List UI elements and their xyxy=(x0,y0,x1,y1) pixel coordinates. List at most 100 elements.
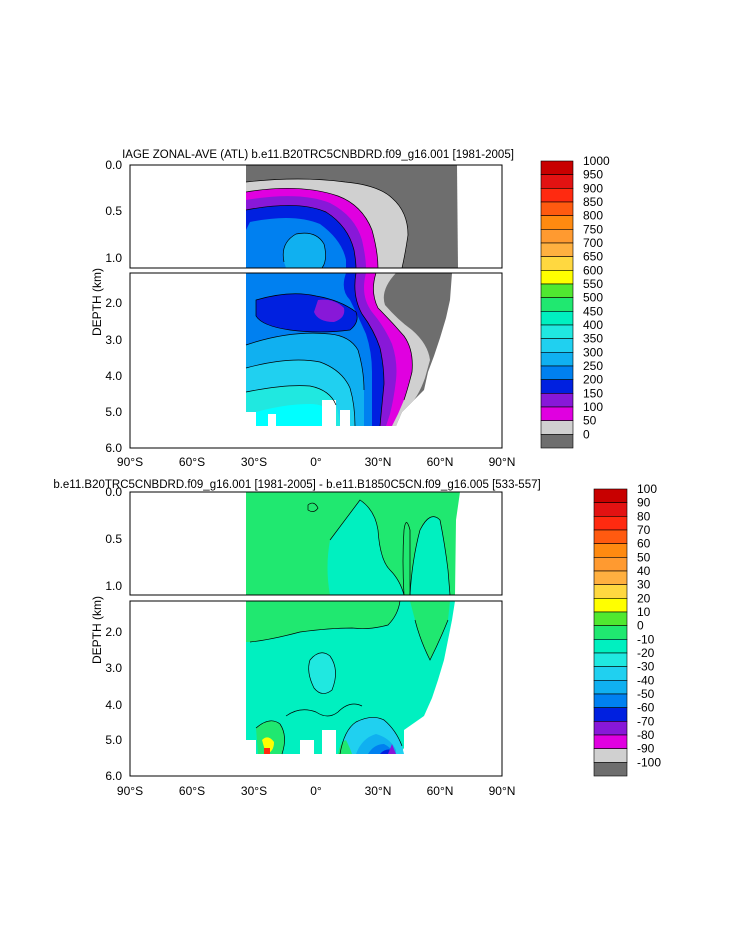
colorbar-swatch xyxy=(593,734,628,749)
colorbar-swatch xyxy=(593,502,628,517)
colorbar-label: 40 xyxy=(637,564,651,578)
colorbar-label: 950 xyxy=(583,168,603,182)
colorbar-swatch xyxy=(593,516,628,531)
chart-2-ytick-7: 6.0 xyxy=(105,769,122,783)
chart-2-xtick-4: 30°N xyxy=(365,784,392,798)
chart-1-ytick-7: 6.0 xyxy=(105,441,122,455)
chart-1-ytick-0: 0.0 xyxy=(105,158,122,172)
chart-1-ytick-4: 3.0 xyxy=(105,333,122,347)
chart-2-ytick-4: 3.0 xyxy=(105,661,122,675)
chart-2-ytick-6: 5.0 xyxy=(105,733,122,747)
colorbar-label: -50 xyxy=(637,687,655,701)
colorbar-label: -100 xyxy=(637,755,661,769)
colorbar-swatch xyxy=(540,229,574,244)
colorbar-label: 900 xyxy=(583,181,603,195)
colorbar-swatch xyxy=(593,639,628,654)
chart-2-ytick-3: 2.0 xyxy=(105,625,122,639)
chart-1-ytick-3: 2.0 xyxy=(105,296,122,310)
colorbar-label: 70 xyxy=(637,523,651,537)
colorbar-label: 500 xyxy=(583,291,603,305)
colorbar-label: 100 xyxy=(583,400,603,414)
chart-1-upper-frame xyxy=(129,164,503,269)
colorbar-swatch xyxy=(540,201,574,216)
chart-2-ylabel: DEPTH (km) xyxy=(90,596,104,664)
colorbar-swatch xyxy=(540,256,574,271)
colorbar-label: 20 xyxy=(637,591,651,605)
colorbar-swatch xyxy=(540,406,574,421)
chart-1-title: IAGE ZONAL-AVE (ATL) b.e11.B20TRC5CNBDRD… xyxy=(122,149,514,161)
colorbar-swatch xyxy=(540,311,574,326)
chart-2-region-m10-0 xyxy=(327,500,404,595)
colorbar-label: -80 xyxy=(637,728,655,742)
chart-1-ytick-6: 5.0 xyxy=(105,405,122,419)
colorbar-label: -70 xyxy=(637,714,655,728)
chart-2-title: b.e11.B20TRC5CNBDRD.f09_g16.001 [1981-20… xyxy=(53,479,540,491)
colorbar-swatch xyxy=(593,611,628,626)
colorbar-swatch xyxy=(540,434,574,449)
colorbar-swatch xyxy=(593,488,628,503)
colorbar-label: 300 xyxy=(583,345,603,359)
colorbar-swatch xyxy=(540,338,574,353)
colorbar-label: -90 xyxy=(637,742,655,756)
chart-1-contours xyxy=(245,178,413,427)
colorbar-label: 450 xyxy=(583,304,603,318)
chart-2-contours xyxy=(249,499,451,755)
colorbar-label: -20 xyxy=(637,646,655,660)
colorbar-label: 50 xyxy=(637,550,651,564)
colorbar-label: 550 xyxy=(583,277,603,291)
chart-2: b.e11.B20TRC5CNBDRD.f09_g16.001 [1981-20… xyxy=(53,479,661,798)
chart-1-ytick-2: 1.0 xyxy=(105,251,122,265)
colorbar-label: 600 xyxy=(583,263,603,277)
chart-2-ytick-2: 1.0 xyxy=(105,579,122,593)
chart-2-ytick-0: 0.0 xyxy=(105,485,122,499)
colorbar-swatch xyxy=(593,762,628,777)
colorbar-label: 850 xyxy=(583,195,603,209)
colorbar-swatch xyxy=(593,625,628,640)
colorbar-label: 30 xyxy=(637,578,651,592)
chart-1-region-300-350 xyxy=(283,233,326,268)
chart-2-xtick-5: 60°N xyxy=(427,784,454,798)
colorbar-label: 1000 xyxy=(583,154,610,168)
colorbar-swatch xyxy=(540,242,574,257)
colorbar-swatch xyxy=(593,598,628,613)
colorbar-label: 100 xyxy=(637,482,657,496)
colorbar-swatch xyxy=(540,160,574,175)
colorbar-label: -30 xyxy=(637,660,655,674)
colorbar-label: 80 xyxy=(637,509,651,523)
colorbar-label: 200 xyxy=(583,373,603,387)
chart-1-colorbar: 1000950900850800750700650600550500450400… xyxy=(540,154,610,449)
colorbar-swatch xyxy=(540,352,574,367)
colorbar-swatch xyxy=(593,529,628,544)
colorbar-swatch xyxy=(593,707,628,722)
colorbar-swatch xyxy=(540,393,574,408)
colorbar-label: 90 xyxy=(637,496,651,510)
colorbar-swatch xyxy=(593,666,628,681)
colorbar-swatch xyxy=(540,420,574,435)
colorbar-label: 60 xyxy=(637,537,651,551)
colorbar-swatch xyxy=(593,570,628,585)
colorbar-label: 50 xyxy=(583,414,597,428)
colorbar-label: 150 xyxy=(583,386,603,400)
colorbar-swatch xyxy=(540,188,574,203)
chart-2-ytick-1: 0.5 xyxy=(105,532,122,546)
colorbar-label: -10 xyxy=(637,632,655,646)
chart-1-xtick-5: 60°N xyxy=(427,455,454,469)
chart-2-region-0-10 xyxy=(246,601,400,642)
colorbar-swatch xyxy=(593,557,628,572)
chart-1-ylabel: DEPTH (km) xyxy=(90,268,104,336)
chart-2-xtick-2: 30°S xyxy=(241,784,267,798)
colorbar-swatch xyxy=(593,680,628,695)
chart-2-ytick-5: 4.0 xyxy=(105,698,122,712)
chart-1-ytick-1: 0.5 xyxy=(105,204,122,218)
chart-2-region-m10-0 xyxy=(246,601,455,754)
chart-1-lower-field xyxy=(246,273,452,426)
chart-2-lower-field xyxy=(246,601,455,754)
chart-2-xtick-6: 90°N xyxy=(489,784,516,798)
colorbar-swatch xyxy=(593,721,628,736)
colorbar-label: 650 xyxy=(583,250,603,264)
colorbar-label: 0 xyxy=(583,427,590,441)
colorbar-swatch xyxy=(593,652,628,667)
chart-1-xtick-4: 30°N xyxy=(365,455,392,469)
